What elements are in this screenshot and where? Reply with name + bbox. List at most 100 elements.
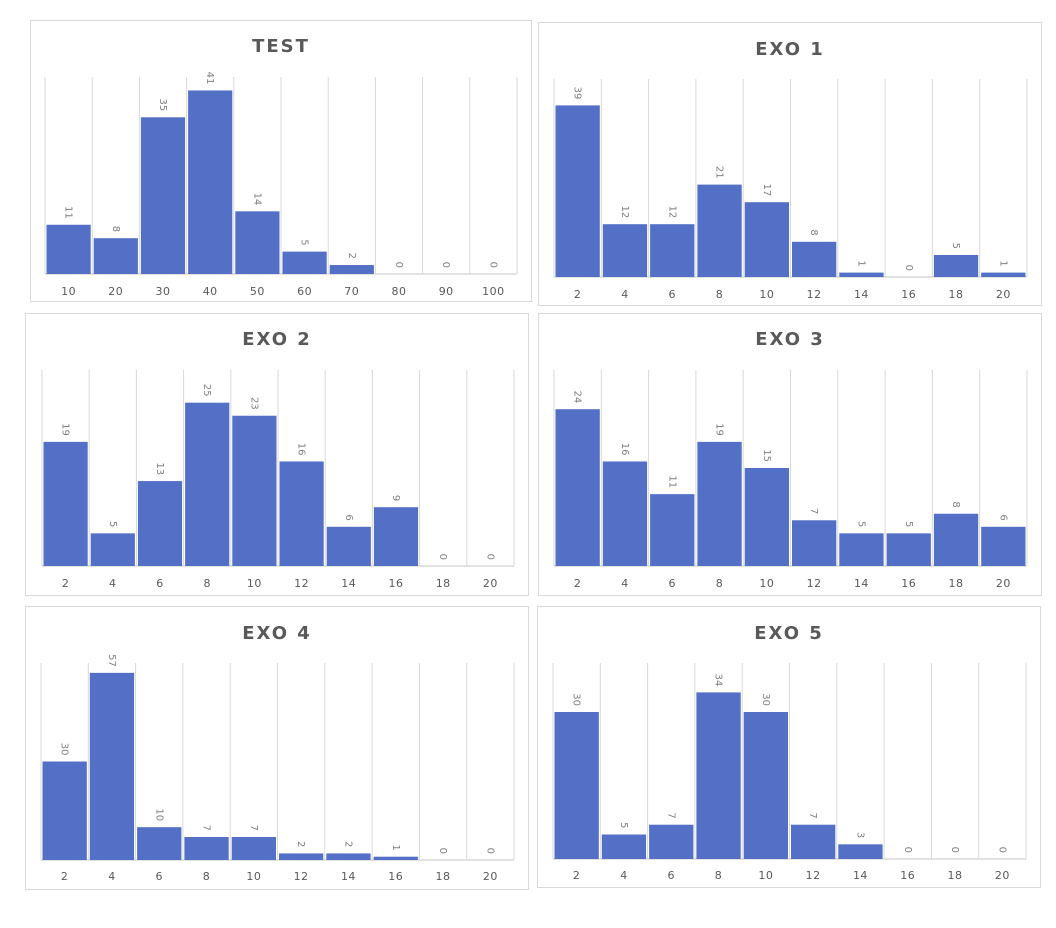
chart-title: EXO 5 <box>754 623 824 644</box>
x-tick-label: 20 <box>996 288 1011 301</box>
bar-chart-exo-1: 39 2 12 4 12 6 21 8 17 10 8 12 1 14 0 16 5 18 1 20 <box>553 79 1028 301</box>
data-label: 24 <box>572 390 583 403</box>
chart-title: EXO 1 <box>755 39 825 60</box>
bar <box>792 241 837 277</box>
x-tick-label: 4 <box>108 870 116 883</box>
bar <box>838 844 883 859</box>
x-tick-label: 10 <box>61 285 76 298</box>
bar <box>326 853 371 860</box>
data-label: 21 <box>714 166 725 179</box>
x-tick-label: 14 <box>854 577 869 590</box>
data-label: 15 <box>761 449 772 462</box>
bar <box>792 520 837 566</box>
data-label: 2 <box>295 841 306 847</box>
data-label: 2 <box>342 841 353 847</box>
bar <box>933 513 979 566</box>
data-label: 57 <box>106 654 117 667</box>
bar <box>373 856 418 860</box>
data-label: 6 <box>343 514 354 520</box>
x-tick-label: 2 <box>574 288 582 301</box>
bar <box>185 402 230 566</box>
data-label: 7 <box>807 812 818 818</box>
bar-chart-exo-3: 24 2 16 4 11 6 19 8 15 10 7 12 5 14 5 16 8 18 6 20 <box>553 370 1028 590</box>
x-tick-label: 6 <box>668 869 676 882</box>
data-label: 0 <box>949 847 960 853</box>
x-tick-label: 10 <box>247 577 262 590</box>
bar <box>697 441 742 566</box>
bar <box>744 468 789 566</box>
x-tick-label: 14 <box>341 577 356 590</box>
bar <box>184 837 229 860</box>
data-label: 17 <box>761 183 772 196</box>
x-tick-label: 80 <box>392 285 407 298</box>
bar <box>89 672 135 860</box>
x-tick-label: 10 <box>759 288 774 301</box>
bar <box>93 238 138 274</box>
x-tick-label: 14 <box>341 870 356 883</box>
x-tick-label: 6 <box>156 870 164 883</box>
bar <box>555 409 600 566</box>
bar <box>602 224 648 277</box>
bar <box>601 834 647 859</box>
data-label: 5 <box>618 822 629 828</box>
bar <box>235 211 280 274</box>
bar <box>373 507 419 566</box>
data-label: 0 <box>437 848 448 854</box>
data-label: 16 <box>296 443 307 456</box>
x-tick-label: 50 <box>250 285 265 298</box>
x-tick-label: 12 <box>294 870 309 883</box>
bar <box>137 827 182 860</box>
data-label: 13 <box>154 462 165 475</box>
bar <box>282 251 327 274</box>
data-label: 19 <box>714 423 725 436</box>
x-tick-label: 4 <box>620 869 628 882</box>
bar <box>329 265 374 274</box>
data-label: 5 <box>299 239 310 245</box>
data-label: 8 <box>808 229 819 235</box>
chart-panel-exo-4: EXO 4 30 2 57 4 10 6 7 8 7 10 2 12 2 14 1 16 0 18 0 20 <box>25 606 529 890</box>
bar <box>791 824 836 859</box>
x-tick-label: 6 <box>669 577 677 590</box>
chart-title: EXO 3 <box>755 329 825 350</box>
bar <box>981 526 1026 566</box>
data-label: 14 <box>251 193 262 206</box>
data-label: 30 <box>59 743 70 756</box>
x-tick-label: 4 <box>621 577 629 590</box>
data-label: 0 <box>903 265 914 271</box>
x-tick-label: 8 <box>203 870 211 883</box>
data-label: 7 <box>248 825 259 831</box>
x-tick-label: 8 <box>716 577 724 590</box>
x-tick-label: 6 <box>669 288 677 301</box>
data-label: 12 <box>666 205 677 218</box>
x-tick-label: 12 <box>294 577 309 590</box>
x-tick-label: 20 <box>995 869 1010 882</box>
data-label: 0 <box>437 554 448 560</box>
x-tick-label: 40 <box>203 285 218 298</box>
x-tick-label: 20 <box>483 577 498 590</box>
data-label: 30 <box>571 693 582 706</box>
data-label: 0 <box>996 847 1007 853</box>
bar <box>886 533 931 566</box>
data-label: 0 <box>440 262 451 268</box>
data-label: 7 <box>201 825 212 831</box>
bar <box>188 90 233 274</box>
x-tick-label: 16 <box>388 870 403 883</box>
x-tick-label: 14 <box>854 288 869 301</box>
data-label: 8 <box>950 501 961 507</box>
data-label: 0 <box>487 262 498 268</box>
x-tick-label: 2 <box>573 869 581 882</box>
x-tick-label: 18 <box>949 288 964 301</box>
data-label: 11 <box>666 475 677 488</box>
x-tick-label: 90 <box>439 285 454 298</box>
x-tick-label: 70 <box>344 285 359 298</box>
chart-panel-exo-1: EXO 1 39 2 12 4 12 6 21 8 17 10 8 12 1 14 0 16 5 18 1 20 <box>538 22 1042 306</box>
bar <box>90 533 135 566</box>
bar <box>697 184 742 277</box>
data-label: 5 <box>855 521 866 527</box>
chart-panel-test: TEST 11 10 8 20 35 30 41 40 14 50 5 60 2 70 0 80 0 90 0 100 <box>30 20 532 302</box>
data-label: 12 <box>619 205 630 218</box>
data-label: 9 <box>390 495 401 501</box>
bar <box>650 494 695 566</box>
bar <box>933 255 979 277</box>
